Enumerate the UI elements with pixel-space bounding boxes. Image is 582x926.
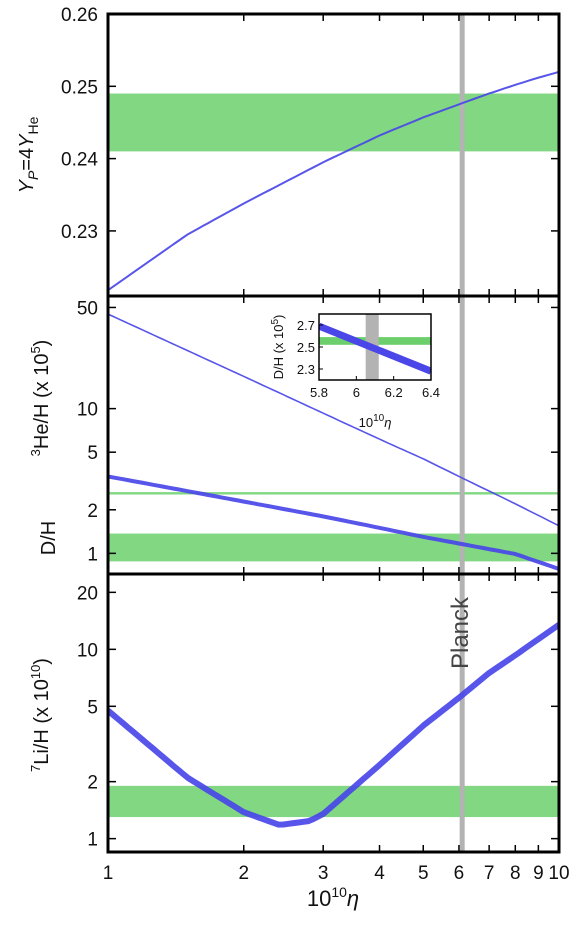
x-tick-label: 6 [454, 863, 465, 884]
lithium-series-0 [108, 622, 559, 828]
inset-xtick-label: 5.8 [310, 385, 328, 400]
x-tick-label: 4 [374, 863, 385, 884]
lithium-planck-line [459, 574, 465, 852]
helium-ytick-label: 0.24 [61, 150, 98, 171]
lithium-ytick-label: 1 [87, 830, 98, 851]
helium-ytick-label: 0.26 [61, 5, 98, 26]
curves [108, 70, 559, 828]
x-axis-label: 1010η [307, 884, 359, 911]
inset-dh-curve [319, 322, 431, 375]
lithium-ytick-label: 5 [87, 697, 98, 718]
x-tick-label: 10 [548, 863, 569, 884]
li7-axis-label: 7Li/H (x 1010) [28, 658, 53, 772]
helium-frame [106, 12, 561, 298]
x-tick-label: 9 [533, 863, 544, 884]
yp-axis-label: YP=4YHe [16, 116, 41, 193]
inset-y-label: D/H (x 105) [270, 315, 286, 380]
lithium-frame [106, 572, 561, 854]
lithium-curve-group [108, 622, 559, 828]
deuterium-helium3-ytick-label: 5 [87, 443, 98, 464]
lithium-ytick-label: 10 [77, 640, 98, 661]
inset-xtick-label: 6.2 [385, 385, 403, 400]
lithium-ytick-label: 20 [77, 583, 98, 604]
helium-band-group [108, 14, 559, 296]
dh-axis-label: D/H [38, 521, 60, 555]
deuterium-helium3-ytick-label: 10 [77, 400, 98, 421]
he3-axis-label: 3He/H (x 105) [28, 340, 53, 457]
deuterium-helium3-observed-band-1 [108, 492, 559, 495]
deuterium-helium3-series-0 [108, 313, 559, 527]
helium-series-0 [108, 70, 559, 292]
panel-frames [106, 12, 561, 854]
inset-ytick-label: 2.7 [297, 318, 315, 333]
deuterium-helium3-planck-line [459, 296, 465, 574]
x-tick-label: 2 [238, 863, 249, 884]
x-tick-label: 3 [318, 863, 329, 884]
deuterium-helium3-ytick-label: 1 [87, 544, 98, 565]
deuterium-helium3-series-1 [108, 474, 559, 571]
lithium-band-group [108, 574, 559, 852]
inset-ytick-label: 2.3 [297, 362, 315, 377]
helium-curve-group [108, 70, 559, 292]
inset-xtick-label: 6.4 [422, 385, 440, 400]
x-tick-label: 5 [418, 863, 429, 884]
planck-label: Planck [447, 596, 474, 669]
helium-planck-line [459, 14, 465, 296]
x-tick-label: 1 [103, 863, 114, 884]
uncertainty-bands [108, 14, 559, 852]
inset-plot-group [319, 314, 431, 380]
deuterium-helium3-ytick-label: 50 [77, 298, 98, 319]
x-tick-label: 8 [510, 863, 521, 884]
inset-ytick-label: 2.5 [297, 340, 315, 355]
helium-ytick-label: 0.25 [61, 77, 98, 98]
deuterium-helium3-curve-group [108, 313, 559, 571]
inset-x-label: 1010η [359, 413, 392, 430]
lithium-ytick-label: 2 [87, 773, 98, 794]
helium-observed-band-0 [108, 93, 559, 152]
inset-xtick-label: 6 [353, 385, 360, 400]
x-tick-label: 7 [484, 863, 495, 884]
deuterium-helium3-observed-band-0 [108, 533, 559, 562]
deuterium-helium3-ytick-label: 2 [87, 501, 98, 522]
helium-ytick-label: 0.23 [61, 222, 98, 243]
